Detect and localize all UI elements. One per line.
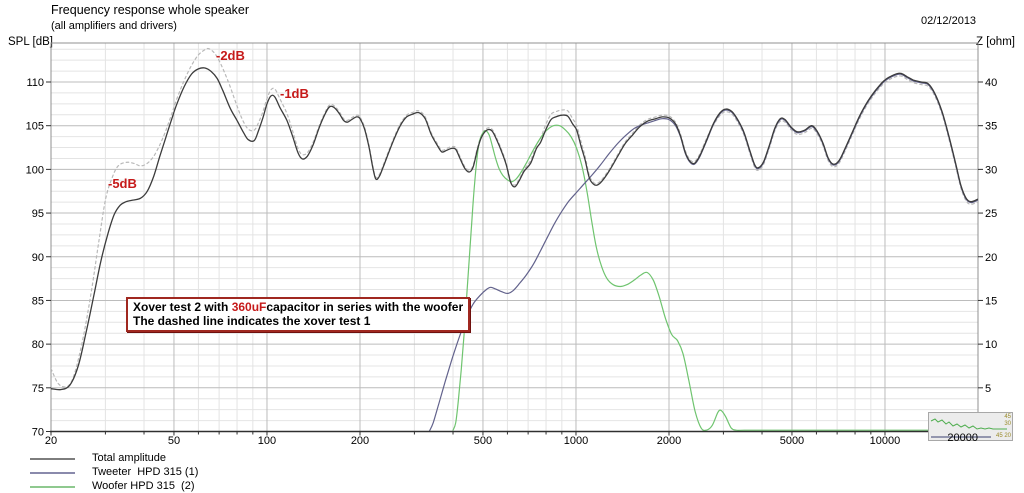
chart-subtitle: (all amplifiers and drivers)	[51, 20, 177, 32]
thumbnail-mini-chart	[930, 418, 1007, 438]
spl-tick-label-85: 85	[32, 295, 44, 307]
z-tick-label-35: 35	[985, 121, 997, 133]
legend-label: Tweeter HPD 315 (1)	[92, 466, 199, 478]
thumbnail-green-curve	[930, 418, 1007, 430]
z-tick-label-5: 5	[985, 383, 991, 395]
spl-tick-label-110: 110	[26, 77, 44, 89]
x-tick-label-5000: 5000	[780, 435, 804, 447]
grid-major	[51, 43, 978, 432]
z-tick-label-20: 20	[985, 252, 997, 264]
series-woofer-hpd-315-2-	[452, 124, 978, 432]
x-tick-label-50: 50	[168, 435, 180, 447]
date-label: 02/12/2013	[921, 15, 977, 27]
x-tick-label-20000: 20000	[947, 432, 978, 444]
series-layer	[51, 47, 978, 432]
legend-item: Total amplitude	[0, 452, 420, 466]
spl-tick-label-75: 75	[32, 383, 44, 395]
annotation-2db: -2dB	[216, 48, 245, 63]
z-tick-label-40: 40	[985, 77, 997, 89]
grid-minor	[51, 43, 978, 432]
z-tick-label-15: 15	[985, 295, 997, 307]
right-axis-title: Z [ohm]	[976, 36, 1015, 48]
series-xover-test-1-dashed-	[51, 47, 978, 388]
series-tweeter-hpd-315-1-	[428, 73, 978, 432]
thumbnail-tick-30: 30	[1004, 421, 1011, 427]
annotation-5db: -5dB	[108, 176, 137, 191]
note-line-1: Xover test 2 with 360uFcapacitor in seri…	[133, 300, 463, 314]
spl-tick-label-90: 90	[32, 252, 44, 264]
z-tick-label-30: 30	[985, 164, 997, 176]
spl-tick-label-95: 95	[32, 208, 44, 220]
legend-line-swatch	[30, 486, 75, 488]
thumbnail-tick-45: 45	[1004, 414, 1011, 420]
z-tick-label-10: 10	[985, 339, 997, 351]
legend-label: Woofer HPD 315 (2)	[92, 480, 195, 492]
spl-tick-label-80: 80	[32, 339, 44, 351]
legend-item: Woofer HPD 315 (2)	[0, 480, 420, 493]
note-line1-capacitor-value: 360uF	[231, 300, 267, 314]
x-tick-label-100: 100	[258, 435, 276, 447]
plot-frame	[50, 42, 979, 432]
spl-tick-label-100: 100	[26, 164, 44, 176]
z-tick-label-25: 25	[985, 208, 997, 220]
x-tick-label-20: 20	[45, 435, 57, 447]
legend: Total amplitude Tweeter HPD 315 (1) Woofer…	[0, 452, 420, 493]
note-line1-post: capacitor in series with the woofer	[266, 300, 464, 314]
series-total-amplitude	[51, 67, 978, 391]
note-line1-pre: Xover test 2 with	[133, 300, 232, 314]
overview-thumbnail: 45 30 45 20	[928, 412, 1013, 441]
x-tick-label-10000: 10000	[870, 435, 901, 447]
thumbnail-tick-bottom: 45 20	[995, 433, 1011, 439]
legend-line-swatch	[30, 458, 75, 460]
annotation-1db: -1dB	[280, 86, 309, 101]
x-tick-label-2000: 2000	[657, 435, 681, 447]
spl-tick-label-70: 70	[32, 427, 44, 439]
left-axis-title: SPL [dB]	[8, 36, 53, 48]
x-tick-label-1000: 1000	[564, 435, 588, 447]
tick-labels: 20 50 100 200 500 1000 2000 5000 100001101051009…	[26, 77, 998, 447]
x-tick-label-500: 500	[474, 435, 492, 447]
legend-item: Tweeter HPD 315 (1)	[0, 466, 420, 480]
tick-marks	[46, 81, 983, 436]
note-box: Xover test 2 with 360uFcapacitor in seri…	[126, 297, 471, 332]
note-line-2: The dashed line indicates the xover test…	[133, 314, 371, 328]
chart-title: Frequency response whole speaker	[51, 3, 250, 17]
spl-tick-label-105: 105	[26, 121, 44, 133]
legend-label: Total amplitude	[92, 452, 166, 464]
legend-line-swatch	[30, 472, 75, 474]
x-tick-label-200: 200	[351, 435, 369, 447]
